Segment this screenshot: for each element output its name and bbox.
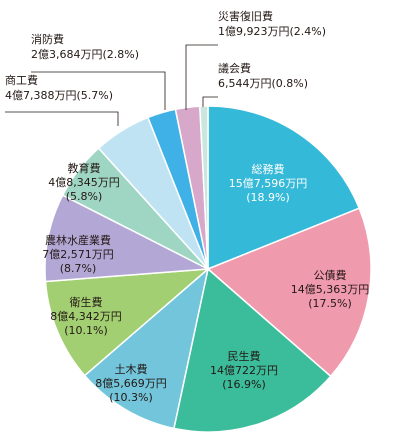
pie-slice-0 — [207, 105, 361, 271]
pie-slice-5 — [44, 194, 211, 283]
leader-lines — [5, 44, 218, 126]
pie-slice-1 — [206, 207, 372, 378]
pie-slice-3 — [83, 266, 210, 430]
slice-label-5: 農林水産業費 7億2,571万円(8.7%) — [42, 233, 114, 275]
slice-labels: 総務費 15億7,596万円(18.9%) 公債費 14億5,363万円(17.5%)… — [5, 9, 369, 404]
slice-label-7: 商工費 4億7,388万円(5.7%) — [5, 73, 113, 102]
slice-label-10: 議会費 6,544万円(0.8%) — [218, 61, 308, 90]
pie-slices — [44, 105, 372, 433]
slice-label-1: 公債費 14億5,363万円(17.5%) — [291, 268, 370, 310]
slice-label-6: 教育費 4億8,345万円(5.8%) — [48, 161, 120, 203]
pie-slice-10 — [199, 105, 209, 270]
leader-line-10 — [202, 96, 218, 107]
slice-label-0: 総務費 15億7,596万円(18.9%) — [229, 162, 308, 204]
slice-label-8: 消防費 2億3,684万円(2.8%) — [31, 32, 139, 61]
slice-label-3: 土木費 8億5,669万円(10.3%) — [95, 362, 167, 404]
slice-label-2: 民生費 14億722万円(16.9%) — [210, 349, 278, 391]
leader-line-7 — [5, 111, 119, 126]
leader-line-8 — [31, 71, 166, 110]
pie-slice-2 — [173, 267, 332, 433]
leader-line-9 — [185, 44, 218, 110]
slice-label-4: 衛生費 8億4,342万円(10.1%) — [50, 295, 122, 337]
slice-label-9: 災害復旧費 1億9,923万円(2.4%) — [218, 9, 326, 38]
pie-slice-4 — [44, 268, 211, 377]
